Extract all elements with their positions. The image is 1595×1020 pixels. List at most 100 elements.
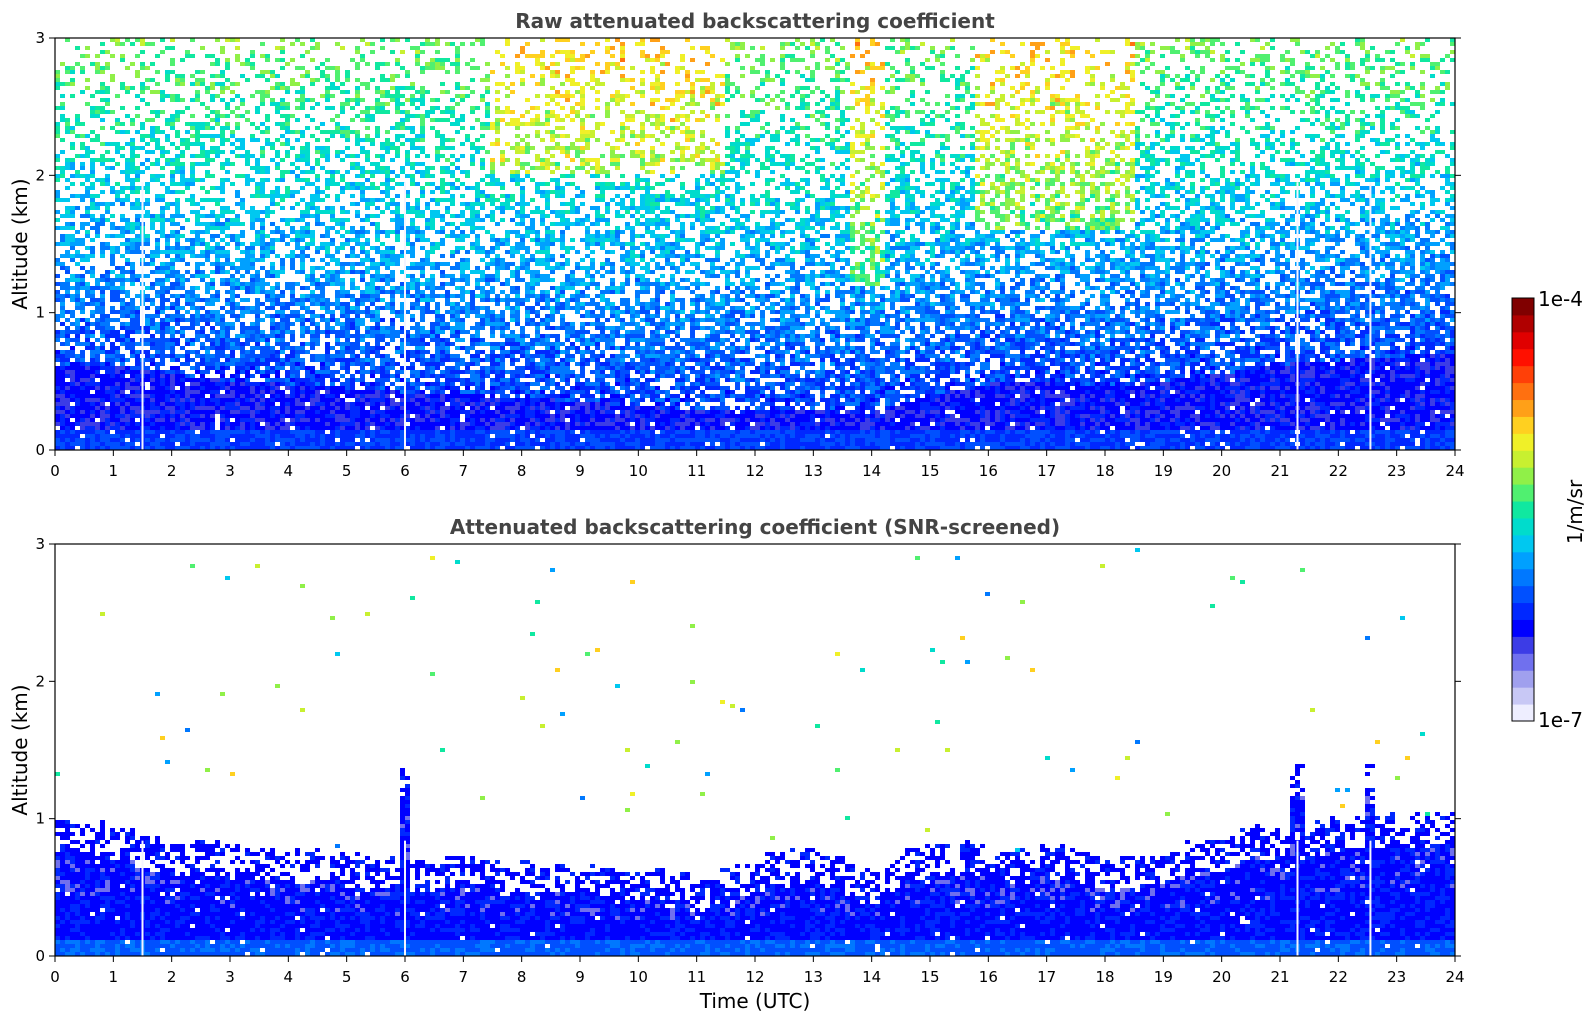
- heatmap-cell: [180, 166, 185, 170]
- heatmap-cell: [440, 254, 445, 258]
- heatmap-cell: [250, 154, 255, 158]
- heatmap-cell: [215, 410, 220, 414]
- heatmap-cell: [160, 358, 165, 362]
- heatmap-cell: [310, 302, 315, 306]
- heatmap-cell: [250, 166, 255, 170]
- heatmap-cell: [200, 142, 205, 146]
- heatmap-cell: [145, 306, 150, 310]
- heatmap-cell: [460, 230, 465, 234]
- heatmap-cell: [245, 310, 250, 314]
- heatmap-cell: [365, 410, 370, 414]
- heatmap-cell: [280, 126, 285, 130]
- heatmap-cell: [135, 238, 140, 242]
- heatmap-cell: [415, 50, 420, 54]
- heatmap-cell: [230, 210, 235, 214]
- heatmap-cell: [225, 234, 230, 238]
- heatmap-cell: [260, 358, 265, 362]
- heatmap-cell: [150, 398, 155, 402]
- heatmap-cell: [150, 382, 155, 386]
- heatmap-cell: [280, 350, 285, 354]
- heatmap-cell: [195, 214, 200, 218]
- heatmap-cell: [415, 398, 420, 402]
- heatmap-cell: [85, 258, 90, 262]
- heatmap-cell: [270, 446, 275, 450]
- heatmap-cell: [290, 170, 295, 174]
- heatmap-cell: [55, 218, 60, 222]
- heatmap-cell: [125, 158, 130, 162]
- heatmap-cell: [310, 118, 315, 122]
- heatmap-cell: [430, 334, 435, 338]
- heatmap-cell: [450, 366, 455, 370]
- heatmap-cell: [230, 262, 235, 266]
- heatmap-cell: [320, 402, 325, 406]
- heatmap-cell: [385, 282, 390, 286]
- heatmap-cell: [405, 230, 410, 234]
- heatmap-cell: [190, 286, 195, 290]
- heatmap-cell: [275, 302, 280, 306]
- heatmap-cell: [175, 198, 180, 202]
- heatmap-cell: [340, 186, 345, 190]
- heatmap-cell: [200, 270, 205, 274]
- heatmap-cell: [390, 246, 395, 250]
- heatmap-cell: [365, 394, 370, 398]
- heatmap-cell: [360, 170, 365, 174]
- heatmap-cell: [290, 282, 295, 286]
- heatmap-cell: [265, 386, 270, 390]
- heatmap-cell: [105, 314, 110, 318]
- heatmap-cell: [300, 238, 305, 242]
- heatmap-cell: [90, 130, 95, 134]
- heatmap-cell: [165, 138, 170, 142]
- heatmap-cell: [170, 302, 175, 306]
- heatmap-cell: [105, 338, 110, 342]
- heatmap-cell: [225, 78, 230, 82]
- heatmap-cell: [120, 154, 125, 158]
- heatmap-cell: [270, 406, 275, 410]
- heatmap-cell: [225, 398, 230, 402]
- heatmap-cell: [180, 258, 185, 262]
- heatmap-cell: [365, 158, 370, 162]
- heatmap-cell: [170, 142, 175, 146]
- heatmap-cell: [175, 330, 180, 334]
- heatmap-cell: [280, 422, 285, 426]
- heatmap-cell: [125, 334, 130, 338]
- heatmap-cell: [410, 326, 415, 330]
- heatmap-cell: [110, 222, 115, 226]
- heatmap-cell: [380, 326, 385, 330]
- heatmap-cell: [120, 382, 125, 386]
- heatmap-cell: [450, 334, 455, 338]
- heatmap-cell: [235, 422, 240, 426]
- heatmap-cell: [380, 414, 385, 418]
- heatmap-cell: [395, 394, 400, 398]
- heatmap-cell: [315, 186, 320, 190]
- heatmap-cell: [145, 322, 150, 326]
- heatmap-cell: [315, 330, 320, 334]
- heatmap-cell: [230, 290, 235, 294]
- heatmap-cell: [65, 438, 70, 442]
- heatmap-cell: [80, 330, 85, 334]
- heatmap-cell: [190, 374, 195, 378]
- heatmap-cell: [130, 178, 135, 182]
- heatmap-cell: [325, 326, 330, 330]
- heatmap-cell: [440, 282, 445, 286]
- heatmap-cell: [60, 334, 65, 338]
- heatmap-cell: [445, 350, 450, 354]
- heatmap-cell: [220, 246, 225, 250]
- heatmap-cell: [165, 382, 170, 386]
- heatmap-cell: [265, 298, 270, 302]
- heatmap-cell: [190, 358, 195, 362]
- heatmap-cell: [375, 390, 380, 394]
- heatmap-cell: [55, 338, 60, 342]
- heatmap-cell: [400, 430, 405, 434]
- heatmap-cell: [210, 222, 215, 226]
- heatmap-cell: [395, 434, 400, 438]
- heatmap-cell: [240, 414, 245, 418]
- heatmap-cell: [90, 302, 95, 306]
- heatmap-cell: [265, 446, 270, 450]
- heatmap-cell: [100, 406, 105, 410]
- heatmap-cell: [435, 210, 440, 214]
- heatmap-cell: [290, 130, 295, 134]
- heatmap-cell: [395, 310, 400, 314]
- heatmap-cell: [335, 250, 340, 254]
- heatmap-cell: [405, 414, 410, 418]
- heatmap-cell: [320, 154, 325, 158]
